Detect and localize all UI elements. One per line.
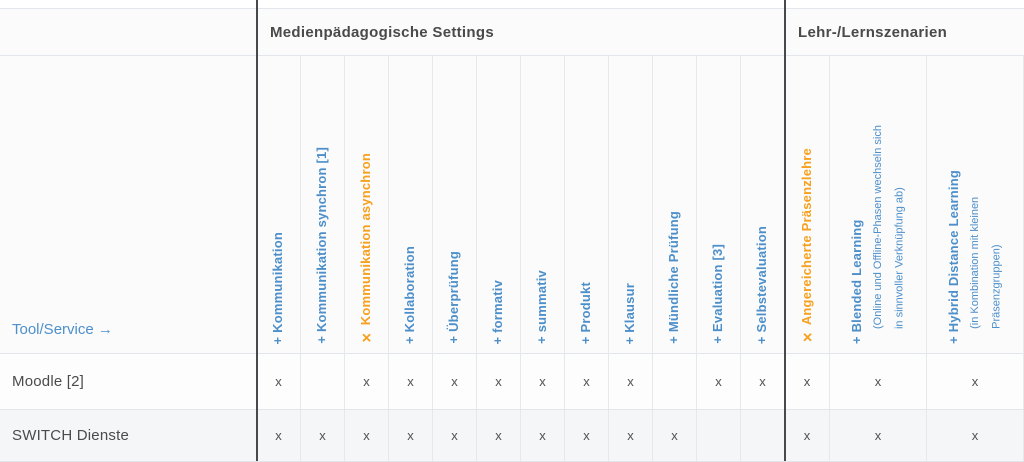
mark-cell: x bbox=[927, 353, 1024, 409]
column-header: + Evaluation [3] bbox=[697, 56, 741, 353]
column-header: + Kollaboration bbox=[389, 56, 433, 353]
mark-cell bbox=[653, 353, 697, 409]
comparison-table: Medienpädagogische Settings Lehr-/Lernsz… bbox=[0, 8, 1024, 462]
group-header-settings: Medienpädagogische Settings bbox=[257, 9, 785, 56]
section-divider bbox=[784, 0, 786, 461]
column-header: + Produkt bbox=[565, 56, 609, 353]
mark-cell: x bbox=[345, 353, 389, 409]
mark-cell: x bbox=[301, 409, 345, 461]
row-label: SWITCH Dienste bbox=[0, 409, 257, 461]
section-divider bbox=[256, 0, 258, 461]
mark-cell: x bbox=[257, 409, 301, 461]
column-header-highlighted: ✕ Kommunikation asynchron bbox=[345, 56, 389, 353]
mark-cell bbox=[301, 353, 345, 409]
mark-cell: x bbox=[565, 409, 609, 461]
mark-cell: x bbox=[927, 409, 1024, 461]
mark-cell: x bbox=[521, 409, 565, 461]
group-header-szenarien: Lehr-/Lernszenarien bbox=[785, 9, 1024, 56]
mark-cell: x bbox=[697, 353, 741, 409]
mark-cell: x bbox=[830, 409, 927, 461]
column-header: + Blended Learning (Online und Offline-P… bbox=[830, 56, 927, 353]
mark-cell: x bbox=[521, 353, 565, 409]
mark-cell: x bbox=[477, 409, 521, 461]
column-header: + Kommunikation synchron [1] bbox=[301, 56, 345, 353]
mark-cell: x bbox=[653, 409, 697, 461]
mark-cell: x bbox=[565, 353, 609, 409]
mark-cell bbox=[741, 409, 785, 461]
column-header: + formativ bbox=[477, 56, 521, 353]
mark-cell: x bbox=[389, 409, 433, 461]
corner-blank-cell bbox=[0, 9, 257, 56]
column-header: + Selbstevaluation bbox=[741, 56, 785, 353]
column-header: + summativ bbox=[521, 56, 565, 353]
mark-cell: x bbox=[830, 353, 927, 409]
row-label: Moodle [2] bbox=[0, 353, 257, 409]
column-header: + Kommunikation bbox=[257, 56, 301, 353]
column-header: + Überprüfung bbox=[433, 56, 477, 353]
mark-cell: x bbox=[609, 409, 653, 461]
mark-cell: x bbox=[433, 353, 477, 409]
mark-cell: x bbox=[609, 353, 653, 409]
mark-cell: x bbox=[257, 353, 301, 409]
mark-cell: x bbox=[477, 353, 521, 409]
mark-cell: x bbox=[785, 353, 830, 409]
mark-cell bbox=[697, 409, 741, 461]
column-header-highlighted: ✕ Angereicherte Präsenzlehre bbox=[785, 56, 830, 353]
corner-label: Tool/Service → bbox=[0, 56, 257, 353]
mark-cell: x bbox=[433, 409, 477, 461]
column-header: + Klausur bbox=[609, 56, 653, 353]
column-header: + Mündliche Prüfung bbox=[653, 56, 697, 353]
mark-cell: x bbox=[389, 353, 433, 409]
mark-cell: x bbox=[345, 409, 389, 461]
column-header: + Hybrid Distance Learning (in Kombinati… bbox=[927, 56, 1024, 353]
mark-cell: x bbox=[785, 409, 830, 461]
mark-cell: x bbox=[741, 353, 785, 409]
